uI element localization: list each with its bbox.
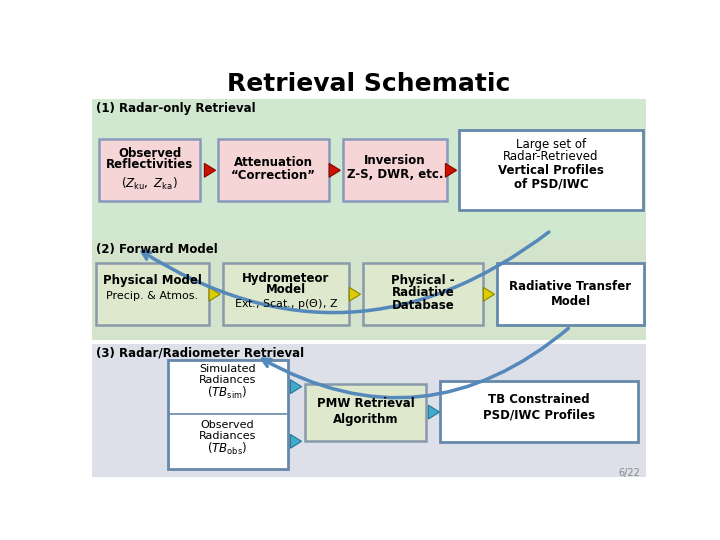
Text: PMW Retrieval: PMW Retrieval (317, 397, 415, 410)
FancyBboxPatch shape (99, 139, 200, 201)
FancyBboxPatch shape (168, 360, 287, 469)
Text: of PSD/IWC: of PSD/IWC (514, 178, 588, 191)
Polygon shape (204, 164, 215, 177)
FancyArrowPatch shape (142, 232, 549, 313)
Text: Radiative Transfer: Radiative Transfer (510, 280, 631, 293)
Text: Radiative: Radiative (392, 286, 454, 299)
Text: TB Constrained: TB Constrained (488, 393, 590, 406)
FancyBboxPatch shape (96, 264, 209, 325)
Text: Vertical Profiles: Vertical Profiles (498, 164, 604, 177)
Text: Reflectivities: Reflectivities (106, 158, 193, 171)
Text: Ext., Scat., p($\Theta$), Z: Ext., Scat., p($\Theta$), Z (233, 297, 338, 311)
Text: Radar-Retrieved: Radar-Retrieved (503, 150, 599, 163)
Polygon shape (209, 287, 220, 301)
Text: Algorithm: Algorithm (333, 413, 398, 426)
Text: Physical Model: Physical Model (103, 274, 202, 287)
FancyBboxPatch shape (497, 264, 644, 325)
Polygon shape (446, 164, 456, 177)
Text: Model: Model (550, 295, 590, 308)
Polygon shape (349, 287, 361, 301)
FancyBboxPatch shape (305, 384, 426, 441)
Text: $(TB_{\rm sim})$: $(TB_{\rm sim})$ (207, 385, 248, 401)
Text: Radiances: Radiances (199, 375, 256, 384)
Text: $(TB_{\rm obs})$: $(TB_{\rm obs})$ (207, 441, 248, 457)
Text: PSD/IWC Profiles: PSD/IWC Profiles (483, 409, 595, 422)
Text: Inversion: Inversion (364, 154, 426, 167)
Text: Model: Model (266, 283, 306, 296)
Text: (2) Forward Model: (2) Forward Model (96, 243, 218, 256)
Text: Precip. & Atmos.: Precip. & Atmos. (107, 291, 199, 301)
FancyBboxPatch shape (363, 264, 483, 325)
Polygon shape (428, 405, 439, 419)
FancyBboxPatch shape (441, 381, 638, 442)
FancyBboxPatch shape (92, 99, 646, 242)
FancyBboxPatch shape (459, 130, 644, 211)
Polygon shape (290, 434, 302, 448)
Polygon shape (483, 287, 495, 301)
Text: $(Z_{\rm ku},\ Z_{\rm ka})$: $(Z_{\rm ku},\ Z_{\rm ka})$ (122, 176, 178, 192)
Text: Physical -: Physical - (391, 274, 454, 287)
FancyBboxPatch shape (343, 139, 447, 201)
Text: Retrieval Schematic: Retrieval Schematic (228, 72, 510, 96)
Polygon shape (290, 380, 302, 394)
Text: 6/22: 6/22 (618, 468, 640, 478)
Text: Radiances: Radiances (199, 431, 256, 441)
Text: Hydrometeor: Hydrometeor (242, 272, 329, 285)
FancyBboxPatch shape (92, 240, 646, 340)
FancyBboxPatch shape (222, 264, 349, 325)
Text: Z-S, DWR, etc.: Z-S, DWR, etc. (347, 167, 444, 181)
Text: Observed: Observed (118, 147, 181, 160)
FancyBboxPatch shape (218, 139, 329, 201)
Text: Simulated: Simulated (199, 364, 256, 374)
FancyBboxPatch shape (90, 65, 648, 481)
Text: “Correction”: “Correction” (231, 169, 316, 182)
FancyArrowPatch shape (262, 328, 568, 398)
FancyBboxPatch shape (92, 343, 646, 477)
Text: Attenuation: Attenuation (234, 156, 312, 169)
Text: (1) Radar-only Retrieval: (1) Radar-only Retrieval (96, 102, 256, 115)
Text: Database: Database (392, 299, 454, 312)
Text: (3) Radar/Radiometer Retrieval: (3) Radar/Radiometer Retrieval (96, 346, 305, 359)
Text: Observed: Observed (201, 420, 254, 430)
Polygon shape (329, 164, 341, 177)
Text: Large set of: Large set of (516, 138, 586, 151)
